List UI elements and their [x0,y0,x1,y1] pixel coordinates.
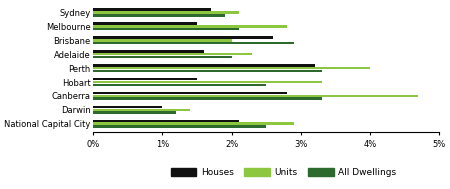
Bar [93,111,176,114]
Bar [93,106,162,108]
Bar [93,9,211,11]
Bar [93,56,232,58]
Bar [93,67,370,69]
Bar [93,22,197,25]
Bar [93,92,287,94]
Bar [93,84,266,86]
Bar [93,50,204,53]
Bar [93,70,322,72]
Bar [93,125,266,128]
Bar [93,39,232,42]
Bar [93,78,197,81]
Bar [93,109,190,111]
Legend: Houses, Units, All Dwellings: Houses, Units, All Dwellings [167,165,400,181]
Bar [93,98,322,100]
Bar [93,64,315,67]
Bar [93,11,238,14]
Bar [93,81,322,83]
Bar [93,53,252,55]
Bar [93,14,225,17]
Bar [93,28,238,30]
Bar [93,42,294,44]
Bar [93,36,273,39]
Bar [93,120,238,122]
Bar [93,95,418,97]
Bar [93,25,287,28]
Bar [93,122,294,125]
